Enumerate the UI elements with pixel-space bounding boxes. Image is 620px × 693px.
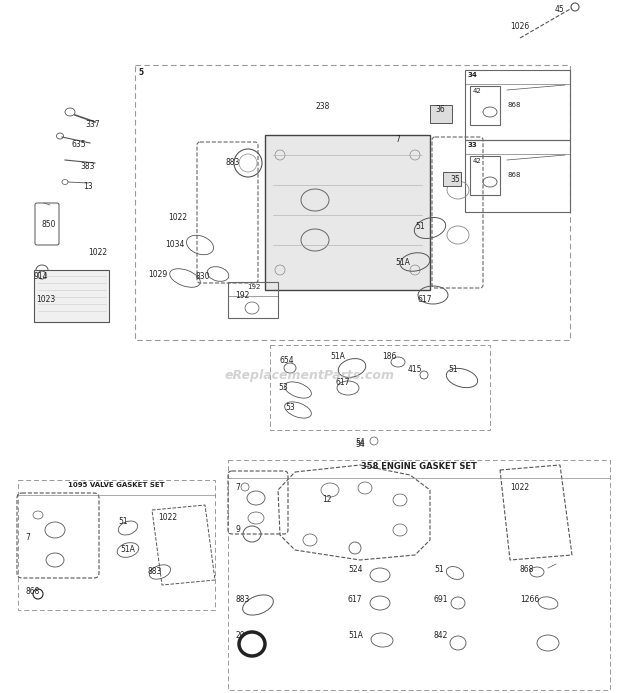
Text: 1022: 1022: [158, 514, 177, 523]
Text: 51: 51: [415, 222, 425, 231]
Bar: [470, 86, 500, 125]
Text: 51: 51: [448, 365, 458, 374]
Text: 1266: 1266: [520, 595, 539, 604]
Text: 7: 7: [235, 484, 240, 493]
Text: 20: 20: [236, 631, 246, 640]
Text: 358 ENGINE GASKET SET: 358 ENGINE GASKET SET: [361, 462, 477, 471]
FancyBboxPatch shape: [265, 135, 430, 290]
Text: 51A: 51A: [120, 545, 135, 554]
Text: 691: 691: [434, 595, 448, 604]
Text: 42: 42: [473, 88, 482, 94]
Text: 51: 51: [434, 565, 444, 574]
Text: 33: 33: [468, 142, 478, 148]
Text: 1034: 1034: [165, 240, 184, 249]
Text: 238: 238: [315, 102, 329, 111]
Text: 1095 VALVE GASKET SET: 1095 VALVE GASKET SET: [68, 482, 165, 488]
Bar: [430, 105, 452, 123]
Text: 883: 883: [148, 568, 162, 577]
Text: 337: 337: [85, 120, 100, 129]
Text: 51A: 51A: [395, 258, 410, 267]
Text: 51: 51: [118, 518, 128, 527]
Bar: [135, 65, 570, 340]
Text: 53: 53: [278, 383, 288, 392]
Text: 36: 36: [435, 105, 445, 114]
Text: 35: 35: [450, 175, 460, 184]
Bar: [228, 460, 610, 690]
Bar: [34, 270, 109, 322]
Text: 192: 192: [247, 284, 260, 290]
Text: 1029: 1029: [148, 270, 167, 279]
Text: 868: 868: [520, 565, 534, 574]
Text: 12: 12: [322, 495, 332, 505]
Text: 1026: 1026: [510, 22, 529, 31]
Text: 9: 9: [236, 525, 241, 534]
Text: 51A: 51A: [348, 631, 363, 640]
Text: 635: 635: [72, 140, 87, 149]
Text: 830: 830: [195, 272, 210, 281]
Text: 883: 883: [225, 158, 239, 167]
Bar: [443, 172, 461, 186]
Text: 53: 53: [285, 403, 294, 412]
Text: 842: 842: [434, 631, 448, 640]
Text: 1022: 1022: [510, 484, 529, 493]
Bar: [228, 282, 278, 318]
Text: 617: 617: [418, 295, 433, 304]
Text: 45: 45: [555, 5, 565, 14]
Text: 7: 7: [25, 534, 30, 543]
Text: 51A: 51A: [330, 352, 345, 361]
Text: 850: 850: [42, 220, 56, 229]
Bar: [18, 480, 215, 610]
Text: 383: 383: [80, 162, 94, 171]
Text: 54: 54: [355, 438, 365, 447]
Text: 868: 868: [25, 588, 40, 597]
Bar: [465, 140, 570, 212]
Text: 7: 7: [395, 135, 400, 144]
Text: eReplacementParts.com: eReplacementParts.com: [225, 369, 395, 382]
Text: 1022: 1022: [88, 248, 107, 257]
Text: 1022: 1022: [168, 213, 187, 222]
Text: 654: 654: [280, 356, 294, 365]
Text: 524: 524: [348, 565, 363, 574]
Text: 13: 13: [83, 182, 92, 191]
Text: 186: 186: [382, 352, 396, 361]
Text: 617: 617: [348, 595, 363, 604]
Text: 1023: 1023: [36, 295, 55, 304]
Bar: [470, 156, 500, 195]
Text: 42: 42: [473, 158, 482, 164]
Text: 34: 34: [468, 72, 478, 78]
Bar: [465, 70, 570, 140]
Text: 54: 54: [355, 440, 365, 449]
Text: 868: 868: [507, 102, 521, 108]
Text: 617: 617: [335, 378, 350, 387]
Bar: [270, 345, 490, 430]
Text: 415: 415: [408, 365, 422, 374]
Text: 883: 883: [236, 595, 250, 604]
Text: 5: 5: [138, 68, 143, 77]
Text: 868: 868: [507, 172, 521, 178]
Text: 914: 914: [33, 272, 48, 281]
Text: 192: 192: [235, 291, 249, 300]
